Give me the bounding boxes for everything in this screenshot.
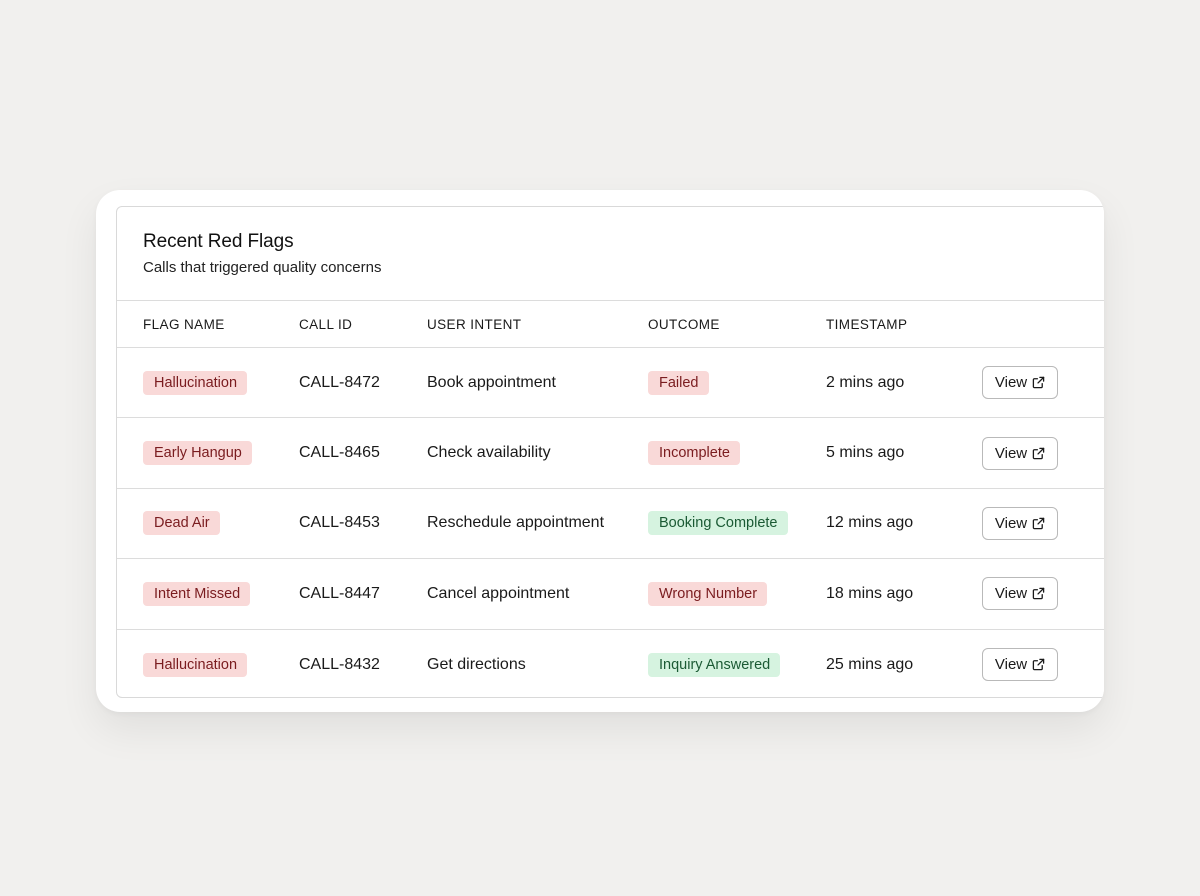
timestamp: 5 mins ago — [826, 444, 905, 462]
outcome-badge: Wrong Number — [648, 581, 768, 606]
view-button[interactable]: View — [982, 436, 1058, 470]
external-link-icon — [1032, 658, 1045, 671]
view-button[interactable]: View — [982, 577, 1058, 611]
table-row: Hallucination CALL-8432 Get directions I… — [117, 630, 1104, 700]
flag-badge: Dead Air — [143, 511, 220, 536]
table-row: Intent Missed CALL-8447 Cancel appointme… — [117, 559, 1104, 630]
flag-badge: Hallucination — [143, 652, 248, 677]
view-button-label: View — [994, 444, 1028, 462]
card-header: Recent Red Flags Calls that triggered qu… — [117, 207, 1104, 301]
card-subtitle: Calls that triggered quality concerns — [143, 259, 382, 276]
column-header-call-id: CALL ID — [299, 316, 353, 332]
call-id: CALL-8465 — [299, 444, 380, 462]
table-row: Dead Air CALL-8453 Reschedule appointmen… — [117, 489, 1104, 560]
external-link-icon — [1032, 376, 1045, 389]
table-body: Hallucination CALL-8472 Book appointment… — [117, 348, 1104, 700]
timestamp: 25 mins ago — [826, 655, 914, 673]
card-container: Recent Red Flags Calls that triggered qu… — [96, 190, 1104, 712]
column-header-timestamp: TIMESTAMP — [826, 316, 908, 332]
flag-badge: Intent Missed — [143, 581, 251, 606]
column-header-outcome: OUTCOME — [648, 316, 720, 332]
call-id: CALL-8472 — [299, 373, 380, 391]
user-intent: Check availability — [427, 444, 551, 462]
outcome-badge: Failed — [648, 370, 709, 395]
call-id: CALL-8432 — [299, 655, 380, 673]
user-intent: Reschedule appointment — [427, 514, 605, 532]
red-flags-card: Recent Red Flags Calls that triggered qu… — [116, 206, 1104, 698]
view-button-label: View — [994, 585, 1028, 603]
call-id: CALL-8447 — [299, 584, 380, 602]
table-row: Hallucination CALL-8472 Book appointment… — [117, 348, 1104, 419]
user-intent: Cancel appointment — [427, 584, 570, 602]
timestamp: 18 mins ago — [826, 584, 914, 602]
external-link-icon — [1032, 447, 1045, 460]
flag-badge: Early Hangup — [143, 441, 252, 466]
table-header: FLAG NAME CALL ID USER INTENT OUTCOME TI… — [117, 301, 1104, 348]
view-button[interactable]: View — [982, 648, 1058, 682]
call-id: CALL-8453 — [299, 514, 380, 532]
view-button-label: View — [994, 374, 1028, 392]
timestamp: 12 mins ago — [826, 514, 914, 532]
outcome-badge: Inquiry Answered — [648, 652, 781, 677]
view-button-label: View — [994, 656, 1028, 674]
user-intent: Get directions — [427, 655, 526, 673]
timestamp: 2 mins ago — [826, 373, 905, 391]
view-button[interactable]: View — [982, 506, 1058, 540]
view-button-label: View — [994, 514, 1028, 532]
view-button[interactable]: View — [982, 366, 1058, 400]
table-row: Early Hangup CALL-8465 Check availabilit… — [117, 418, 1104, 489]
outcome-badge: Incomplete — [648, 441, 740, 466]
user-intent: Book appointment — [427, 373, 556, 391]
external-link-icon — [1032, 587, 1045, 600]
outcome-badge: Booking Complete — [648, 511, 788, 536]
flag-badge: Hallucination — [143, 370, 248, 395]
column-header-flag-name: FLAG NAME — [143, 316, 225, 332]
column-header-user-intent: USER INTENT — [427, 316, 522, 332]
card-title: Recent Red Flags — [143, 231, 294, 252]
external-link-icon — [1032, 517, 1045, 530]
